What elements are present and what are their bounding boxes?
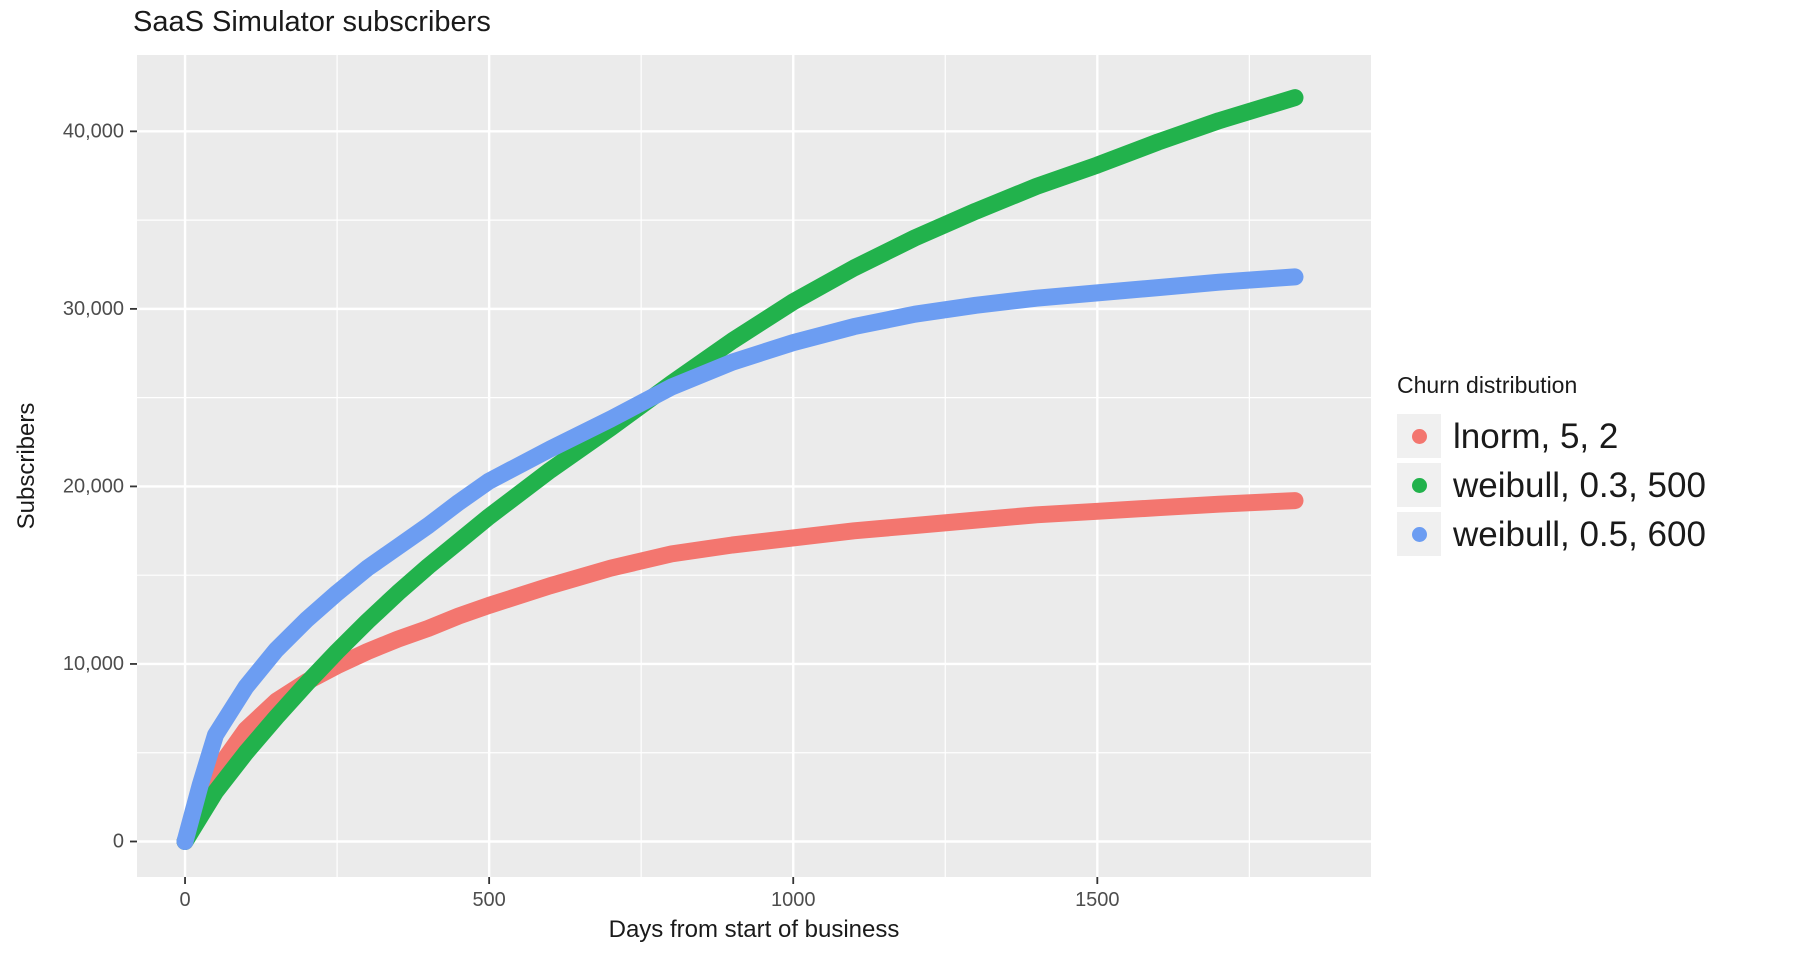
x-tick-label: 1500 [1075, 889, 1120, 911]
legend-entries: lnorm, 5, 2 weibull, 0.3, 500 weibull, 0.5… [1397, 413, 1807, 557]
series-line-lnorm-5-2 [176, 492, 1304, 850]
legend-point-marker [1411, 428, 1427, 444]
x-tick-label: 500 [472, 889, 505, 911]
x-axis-title: Days from start of business [608, 916, 900, 943]
legend-entry: weibull, 0.3, 500 [1397, 462, 1807, 508]
legend-point-marker [1411, 477, 1427, 493]
x-tick-label: 1000 [771, 889, 816, 911]
y-axis-title: Subscribers [13, 402, 40, 530]
series-line-weibull-0-3-500 [176, 89, 1304, 850]
y-tick-label: 20,000 [63, 475, 124, 497]
legend-entry-label: lnorm, 5, 2 [1453, 416, 1619, 456]
legend: Churn distribution lnorm, 5, 2 weibull, 0… [1397, 372, 1807, 560]
chart-title: SaaS Simulator subscribers [133, 6, 491, 38]
legend-key [1397, 414, 1441, 458]
legend-entry: lnorm, 5, 2 [1397, 413, 1807, 459]
series-line-weibull-0-5-600 [176, 268, 1304, 850]
legend-entry-label: weibull, 0.5, 600 [1453, 514, 1706, 554]
y-tick-label: 0 [113, 830, 124, 852]
legend-point-marker [1411, 526, 1427, 542]
y-tick-label: 30,000 [63, 298, 124, 320]
legend-key [1397, 512, 1441, 556]
legend-key [1397, 463, 1441, 507]
legend-title: Churn distribution [1397, 372, 1578, 398]
plot-panel [137, 55, 1371, 877]
legend-entry-label: weibull, 0.3, 500 [1453, 465, 1706, 505]
legend-entry: weibull, 0.5, 600 [1397, 511, 1807, 557]
y-tick-label: 40,000 [63, 120, 124, 142]
y-tick-label: 10,000 [63, 653, 124, 675]
x-tick-label: 0 [179, 889, 190, 911]
